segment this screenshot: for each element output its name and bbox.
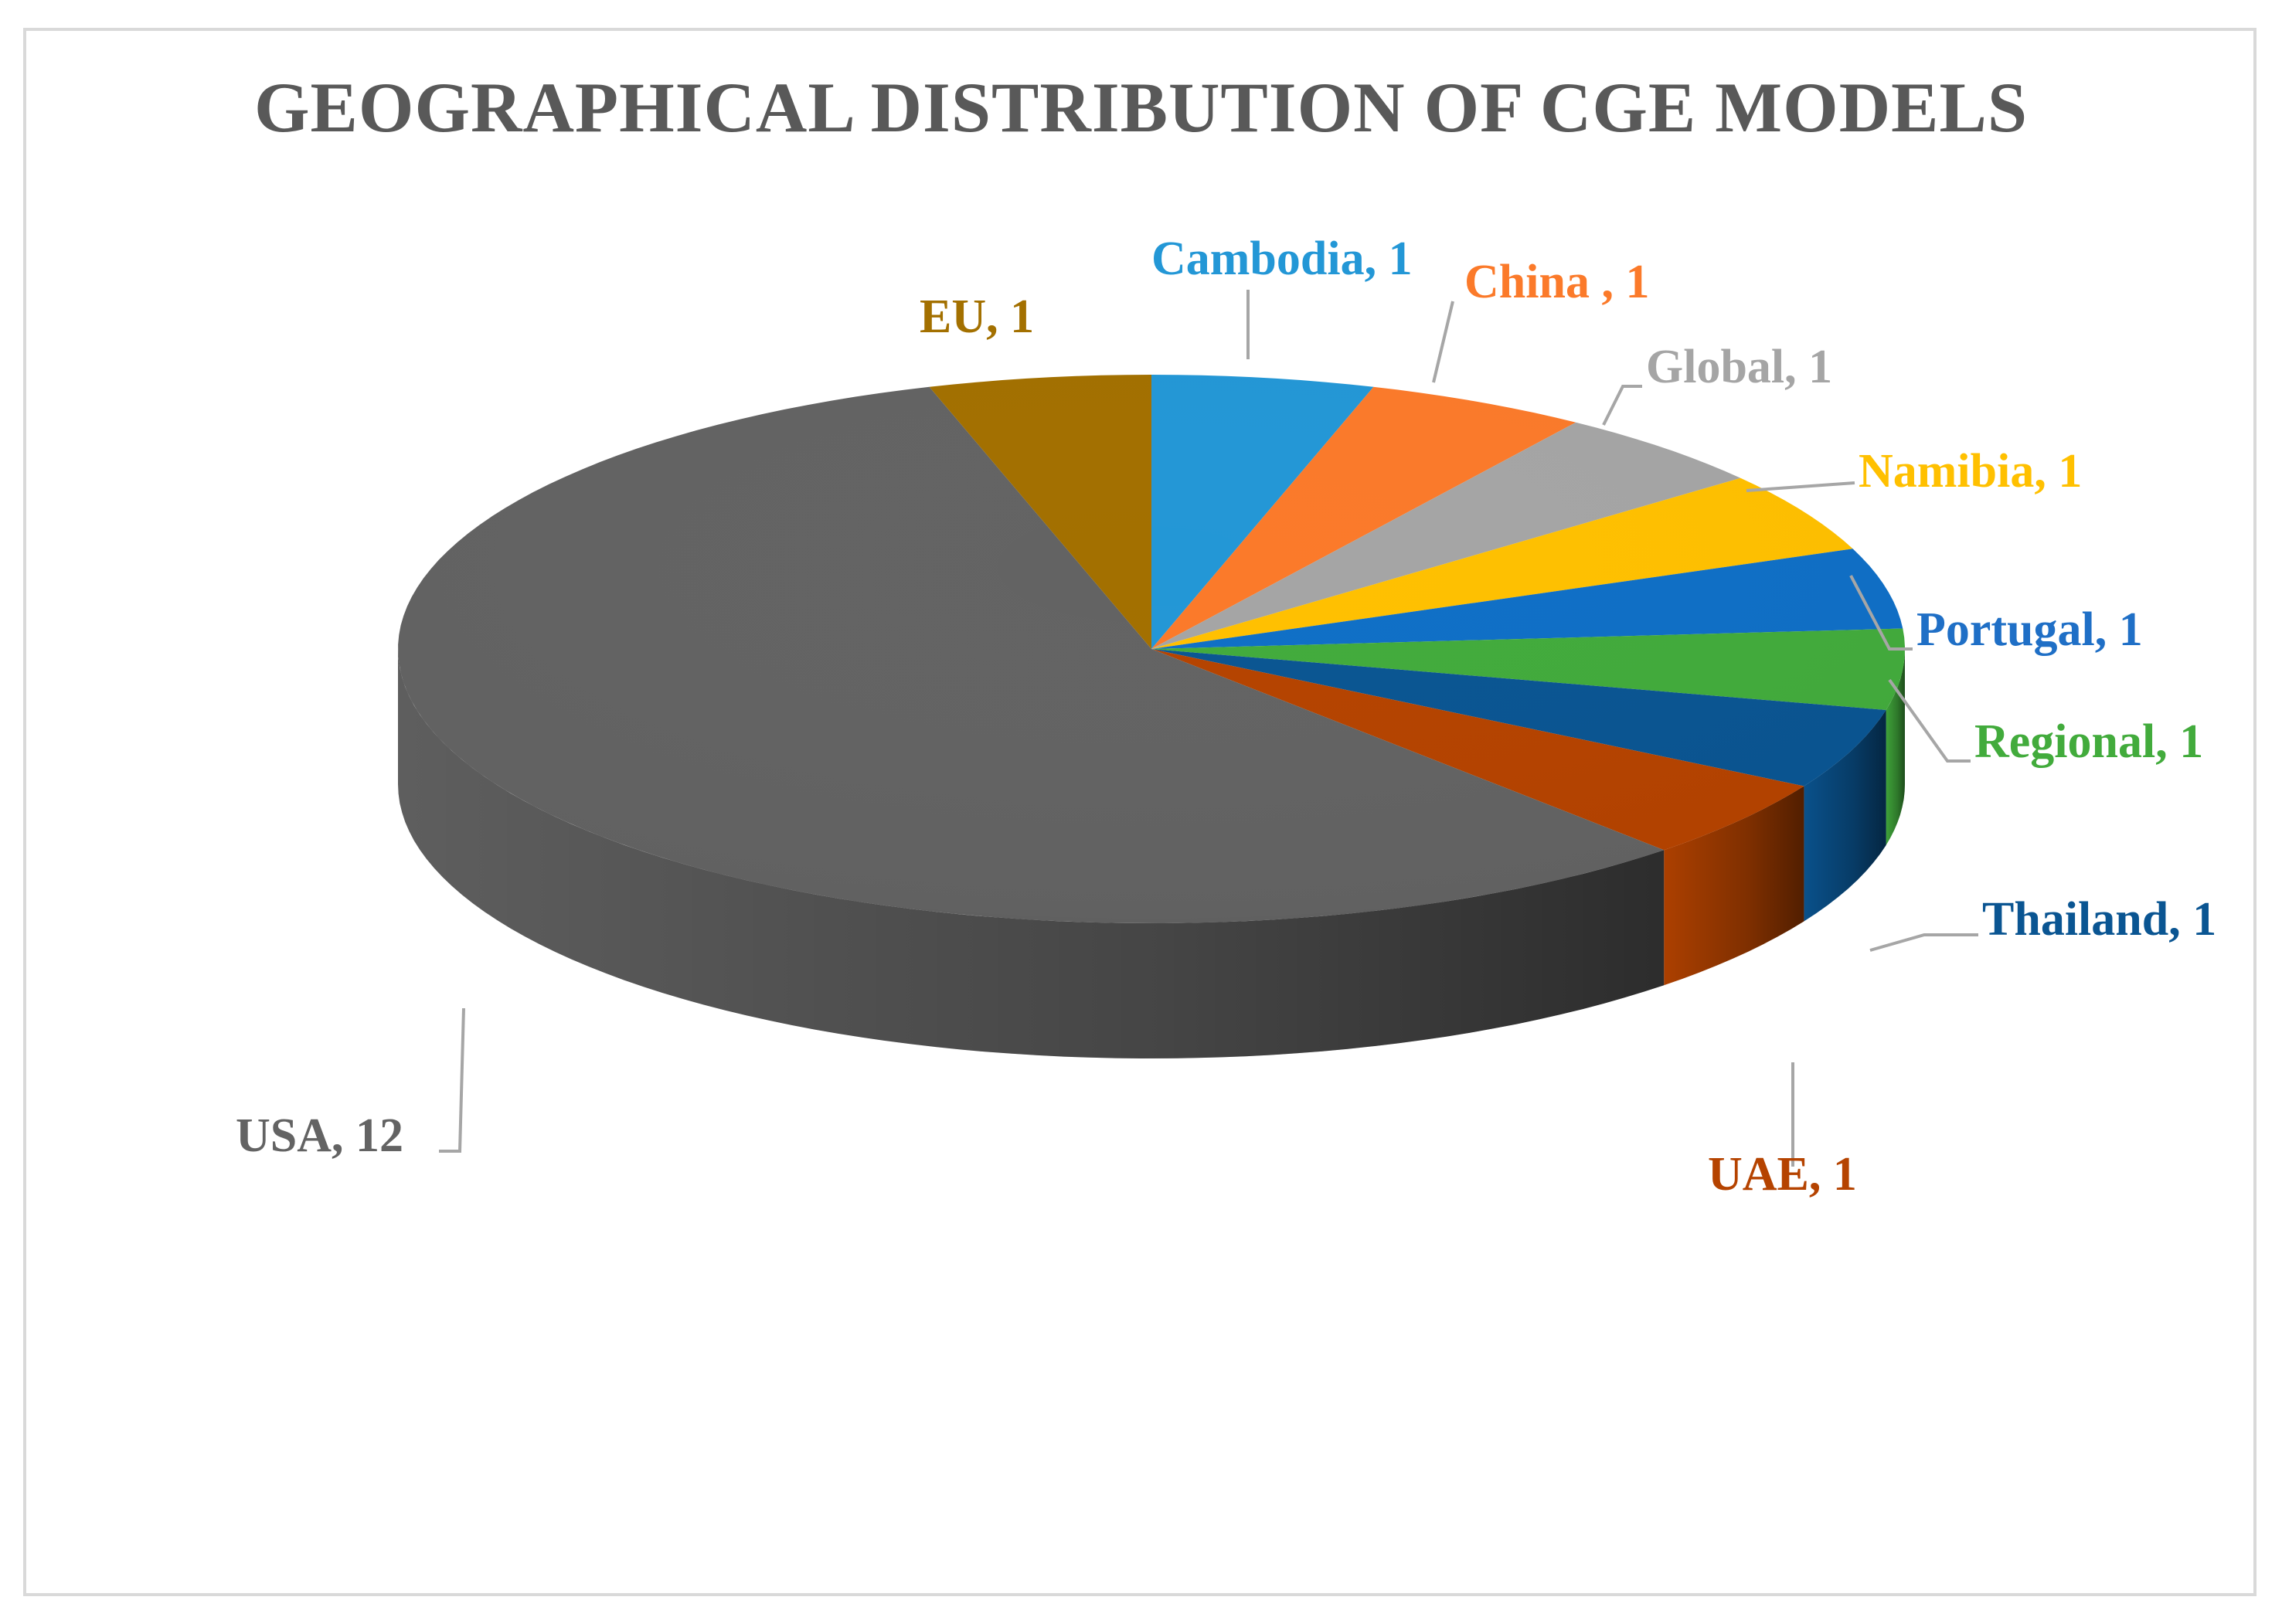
data-label-regional: Regional, 1 [1974,715,2203,768]
leader-line-namibia [1746,481,1855,492]
pie-side-shade-uae [1664,786,1804,986]
data-label-cambodia: Cambodia, 1 [1151,233,1413,285]
data-label-thailand: Thailand, 1 [1982,893,2216,946]
data-label-portugal: Portugal, 1 [1916,603,2143,656]
data-label-uae: UAE, 1 [1708,1148,1857,1201]
data-label-eu: EU, 1 [920,290,1034,343]
data-label-china: China , 1 [1464,256,1649,308]
data-label-namibia: Namibia, 1 [1859,445,2082,498]
data-label-global: Global, 1 [1646,341,1832,393]
leader-line-usa [439,1007,465,1153]
data-label-usa: USA, 12 [236,1109,403,1162]
pie-top-shade [398,375,1905,923]
pie-side-shade-usa [398,649,1665,1058]
leader-line-portugal [1849,575,1913,651]
pie-side-shade-regional [1886,649,1905,845]
leader-line-china [1432,301,1454,383]
leader-line-global [1602,385,1642,426]
leader-line-regional [1888,678,1971,763]
leader-line-thailand [1869,933,1978,952]
pie-side-shade-thailand [1804,710,1886,922]
chart-title: GEOGRAPHICAL DISTRIBUTION OF CGE MODELS [253,68,2029,147]
